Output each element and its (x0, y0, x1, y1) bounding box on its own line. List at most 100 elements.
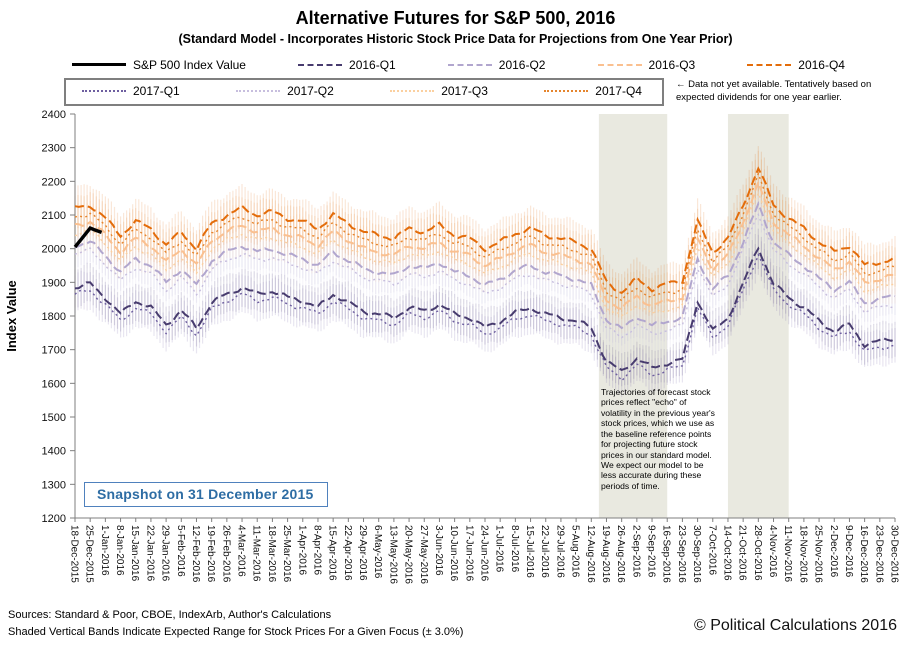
legend-line-swatch (747, 63, 792, 66)
svg-text:28-Oct-2016: 28-Oct-2016 (752, 525, 763, 581)
legend-line-swatch (544, 89, 589, 92)
series-line-2017-Q1 (74, 252, 896, 382)
series-line-S&P 500 Index Value (73, 225, 103, 248)
legend-note-line2: expected dividends for one year earlier. (676, 91, 842, 103)
legend-label: 2017-Q3 (441, 83, 488, 98)
svg-text:19-Aug-2016: 19-Aug-2016 (600, 525, 611, 583)
legend-item-2016-q3: 2016-Q3 (597, 57, 696, 72)
chart-title: Alternative Futures for S&P 500, 2016 (295, 8, 616, 28)
legend-label: 2017-Q2 (287, 83, 334, 98)
series-line-2016-Q2 (74, 200, 896, 329)
svg-text:1-Jul-2016: 1-Jul-2016 (494, 525, 505, 573)
svg-text:8-Jul-2016: 8-Jul-2016 (509, 525, 520, 573)
svg-text:1700: 1700 (42, 344, 66, 356)
svg-text:2100: 2100 (42, 210, 66, 222)
svg-text:7-Oct-2016: 7-Oct-2016 (706, 525, 717, 575)
svg-text:20-May-2016: 20-May-2016 (403, 525, 414, 584)
svg-text:14-Oct-2016: 14-Oct-2016 (722, 525, 733, 581)
series-line-2017-Q4 (74, 171, 896, 302)
legend-line-swatch (390, 89, 435, 92)
forecast-note: Trajectories of forecast stock prices re… (601, 386, 715, 491)
svg-text:17-Jun-2016: 17-Jun-2016 (463, 525, 474, 582)
legend-item-2017-q2: 2017-Q2 (236, 84, 334, 98)
bands-note-text: Shaded Vertical Bands Indicate Expected … (8, 625, 464, 638)
svg-text:2-Dec-2016: 2-Dec-2016 (828, 525, 839, 578)
svg-text:1800: 1800 (42, 311, 66, 323)
svg-text:25-Mar-2016: 25-Mar-2016 (281, 525, 292, 583)
chart-area: 1200 1300 1400 1500 1600 1700 1800 1900 2000 2100… (0, 108, 911, 604)
svg-text:1-Apr-2016: 1-Apr-2016 (296, 525, 307, 575)
legend-line-swatch (298, 63, 343, 66)
series-line-2017-Q2 (74, 212, 896, 339)
series-line-2016-Q1 (74, 245, 896, 371)
svg-text:29-Jan-2016: 29-Jan-2016 (160, 525, 171, 582)
legend-item-2017-q4: 2017-Q4 (544, 84, 642, 98)
svg-text:26-Aug-2016: 26-Aug-2016 (615, 525, 626, 583)
svg-text:1400: 1400 (42, 445, 66, 457)
svg-text:18-Dec-2015: 18-Dec-2015 (69, 525, 80, 583)
svg-text:8-Jan-2016: 8-Jan-2016 (114, 525, 125, 576)
svg-text:10-Jun-2016: 10-Jun-2016 (448, 525, 459, 582)
svg-text:21-Oct-2016: 21-Oct-2016 (737, 525, 748, 581)
svg-text:15-Jan-2016: 15-Jan-2016 (129, 525, 140, 582)
svg-text:5-Feb-2016: 5-Feb-2016 (175, 525, 186, 577)
legend-item-2017-q1: 2017-Q1 (82, 84, 180, 98)
svg-text:26-Feb-2016: 26-Feb-2016 (220, 525, 231, 583)
svg-text:1-Jan-2016: 1-Jan-2016 (99, 525, 110, 576)
legend-note: ← Data not yet available. Tentatively ba… (676, 79, 871, 104)
svg-text:2400: 2400 (42, 109, 66, 121)
svg-text:8-Apr-2016: 8-Apr-2016 (312, 525, 323, 575)
series-line-2016-Q4 (74, 165, 896, 294)
svg-text:1200: 1200 (42, 513, 66, 525)
svg-text:1300: 1300 (42, 479, 66, 491)
legend-label: 2016-Q4 (798, 57, 845, 72)
svg-text:16-Dec-2016: 16-Dec-2016 (858, 525, 869, 583)
legend-line-swatch (447, 63, 492, 66)
legend-line-swatch (82, 89, 126, 92)
svg-text:1900: 1900 (42, 277, 66, 289)
legend-label: 2016-Q2 (498, 57, 546, 72)
svg-text:22-Jan-2016: 22-Jan-2016 (144, 525, 155, 582)
svg-text:22-Jul-2016: 22-Jul-2016 (539, 525, 550, 578)
svg-text:25-Dec-2015: 25-Dec-2015 (84, 525, 95, 583)
legend-label: 2017-Q1 (133, 83, 180, 98)
chart-subtitle: (Standard Model - Incorporates Historic … (178, 31, 733, 46)
svg-text:18-Mar-2016: 18-Mar-2016 (266, 525, 277, 583)
series-band-2016-Q3 (74, 159, 896, 328)
series-lines (73, 165, 896, 382)
svg-text:11-Mar-2016: 11-Mar-2016 (251, 525, 262, 582)
snapshot-annotation: Snapshot on 31 December 2015 (84, 481, 329, 507)
legend-line-swatch (72, 63, 126, 67)
svg-text:23-Sep-2016: 23-Sep-2016 (676, 525, 687, 583)
svg-text:16-Sep-2016: 16-Sep-2016 (661, 525, 672, 583)
legend-row-2016: S&P 500 Index Value 2016-Q1 2016-Q2 2016-Q3… (72, 56, 845, 74)
sources-text: Sources: Standard & Poor, CBOE, IndexArb… (8, 608, 332, 621)
chart-svg: 1200 1300 1400 1500 1600 1700 1800 1900 2000 2100… (4, 109, 900, 584)
svg-text:25-Nov-2016: 25-Nov-2016 (813, 525, 824, 583)
svg-text:2000: 2000 (42, 243, 66, 255)
svg-text:12-Aug-2016: 12-Aug-2016 (585, 525, 596, 583)
svg-text:1600: 1600 (42, 378, 66, 390)
legend-row-2017: 2017-Q1 2017-Q2 2017-Q3 2017-Q4 (64, 77, 664, 106)
svg-text:3-Jun-2016: 3-Jun-2016 (433, 525, 444, 576)
svg-text:4-Mar-2016: 4-Mar-2016 (236, 525, 247, 577)
footer: Sources: Standard & Poor, CBOE, IndexArb… (0, 604, 911, 661)
legend-item-2016-q4: 2016-Q4 (747, 58, 845, 72)
svg-text:29-Jul-2016: 29-Jul-2016 (554, 525, 565, 578)
svg-text:12-Feb-2016: 12-Feb-2016 (190, 525, 201, 583)
x-axis: 18-Dec-2015 25-Dec-2015 1-Jan-2016 8-Jan-20… (69, 517, 900, 584)
copyright-text: © Political Calculations 2016 (693, 616, 897, 634)
svg-text:2200: 2200 (42, 176, 66, 188)
legend-label: 2016-Q1 (349, 57, 396, 72)
svg-text:5-Aug-2016: 5-Aug-2016 (570, 525, 581, 578)
legend-row-2017-wrap: 2017-Q1 2017-Q2 2017-Q3 2017-Q4 ← Data not … (64, 77, 901, 106)
svg-text:9-Sep-2016: 9-Sep-2016 (646, 525, 657, 578)
svg-text:23-Dec-2016: 23-Dec-2016 (873, 525, 884, 583)
legend-line-swatch (597, 63, 642, 66)
svg-text:27-May-2016: 27-May-2016 (418, 525, 429, 584)
svg-text:15-Jul-2016: 15-Jul-2016 (524, 525, 535, 578)
svg-text:29-Apr-2016: 29-Apr-2016 (357, 525, 368, 581)
legend-item-s-p-500-index-value: S&P 500 Index Value (72, 58, 246, 72)
legend-label: 2016-Q3 (648, 57, 696, 72)
